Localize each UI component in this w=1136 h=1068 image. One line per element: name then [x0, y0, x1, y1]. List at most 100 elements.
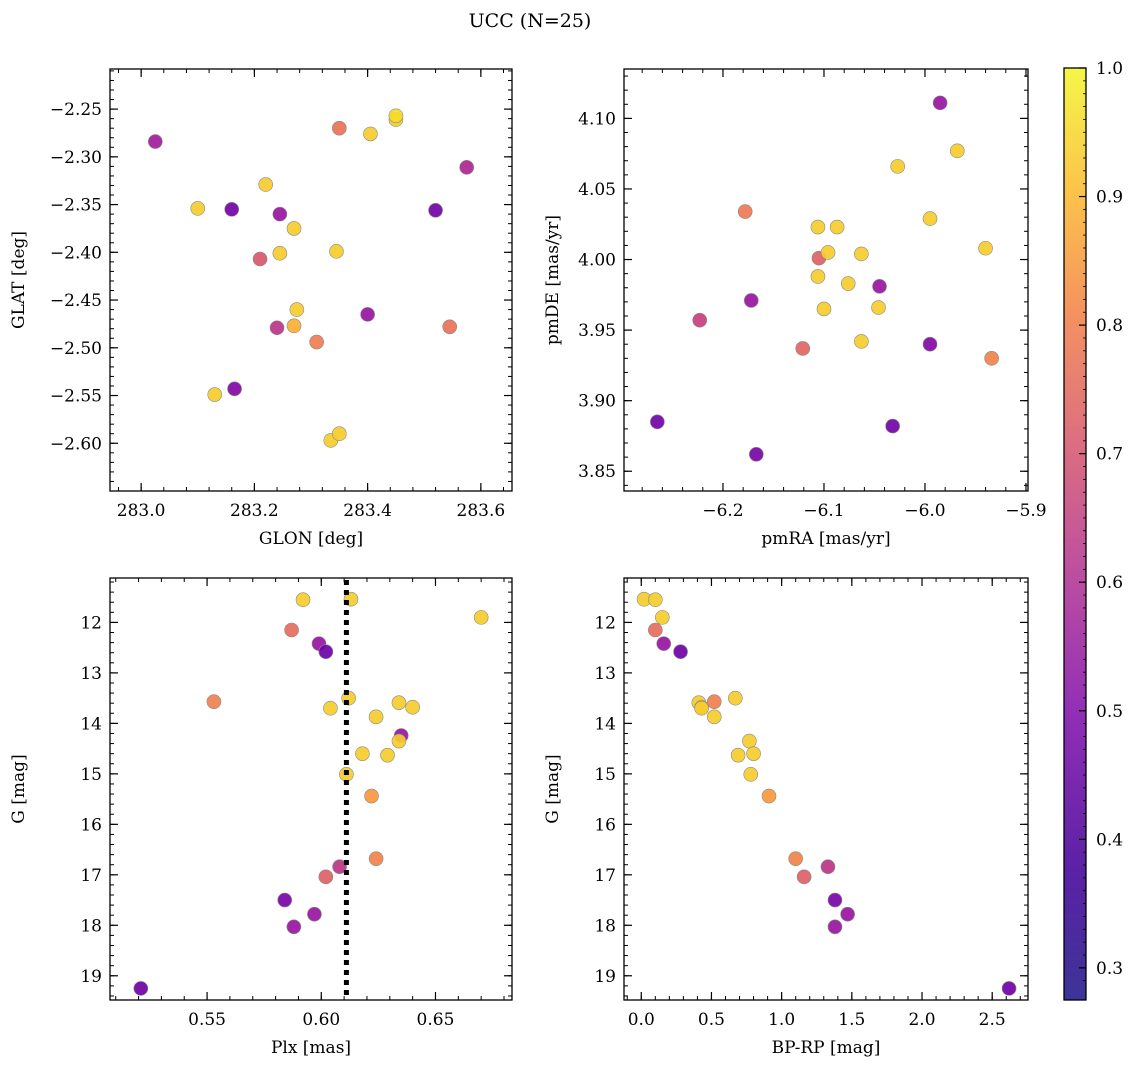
data-point — [788, 851, 803, 866]
y-axis-label: pmDE [mas/yr] — [543, 215, 563, 345]
data-point — [692, 312, 708, 328]
y-axis-label: GLAT [deg] — [9, 231, 29, 329]
x-tick-label: 0.0 — [628, 1010, 655, 1030]
data-point — [332, 859, 347, 875]
data-point — [309, 334, 324, 350]
data-point — [332, 426, 347, 442]
data-point — [286, 221, 302, 236]
data-point — [318, 869, 334, 885]
data-point — [206, 694, 222, 709]
data-point — [730, 747, 746, 763]
data-point — [295, 592, 311, 608]
y-tick-label: 3.85 — [578, 462, 616, 482]
x-tick-label: −6.0 — [904, 501, 945, 521]
data-point — [761, 788, 777, 804]
x-tick-label: 0.55 — [188, 1010, 226, 1030]
axes-frame — [623, 68, 1029, 492]
data-point — [743, 767, 759, 782]
y-tick-label: 4.00 — [578, 251, 616, 271]
data-point — [269, 320, 285, 336]
scatter-points — [636, 591, 1017, 996]
data-point — [932, 95, 948, 111]
data-point — [323, 700, 338, 716]
data-point — [742, 733, 757, 749]
data-point — [922, 211, 938, 226]
y-tick-label: 13 — [594, 664, 616, 684]
data-point — [816, 301, 832, 317]
colorbar-tick-label: 0.8 — [1096, 316, 1123, 336]
data-point — [728, 690, 743, 706]
colorbar-gradient — [1064, 68, 1086, 1000]
data-point — [147, 134, 163, 149]
data-point — [428, 203, 443, 218]
data-point — [272, 206, 288, 222]
data-point — [840, 276, 856, 291]
data-point — [746, 746, 761, 761]
data-point — [854, 246, 869, 262]
colorbar-tick-label: 0.9 — [1096, 188, 1123, 208]
data-point — [391, 733, 407, 749]
data-point — [368, 851, 384, 866]
scatter-points — [650, 95, 999, 462]
x-tick-label: 283.4 — [343, 501, 392, 521]
x-tick-label: 1.5 — [838, 1010, 865, 1030]
data-point — [190, 201, 206, 216]
data-point — [655, 610, 670, 625]
y-axis-label: G [mag] — [543, 754, 563, 823]
data-point — [827, 892, 843, 908]
data-point — [405, 699, 420, 715]
ticks — [624, 69, 1028, 491]
figure-title: UCC (N=25) — [469, 10, 592, 32]
colorbar-tick-label: 1.0 — [1096, 59, 1123, 79]
data-point — [364, 788, 379, 804]
y-tick-label: 18 — [594, 916, 616, 936]
data-point — [743, 293, 759, 308]
data-point — [984, 351, 999, 366]
ticks — [110, 578, 512, 1000]
data-point — [258, 177, 274, 192]
colorbar-tick-label: 0.7 — [1096, 445, 1123, 465]
data-point — [890, 159, 906, 174]
data-point — [796, 869, 812, 885]
x-tick-label: 0.60 — [302, 1010, 340, 1030]
x-tick-label: −6.1 — [803, 501, 844, 521]
x-tick-label: 0.65 — [417, 1010, 455, 1030]
panels: 283.0 283.2 283.4 283.6 −2.60 −2.55 −2.50 −2.45… — [9, 68, 1047, 1058]
data-point — [459, 160, 475, 175]
data-point — [227, 381, 242, 397]
data-point — [207, 387, 223, 402]
colorbar: 0.3 0.4 0.5 0.6 0.7 0.8 0.9 1.0 — [1063, 59, 1123, 1001]
x-tick-label: 283.0 — [117, 501, 166, 521]
y-tick-label: 16 — [80, 815, 102, 835]
x-tick-label: 2.5 — [979, 1010, 1006, 1030]
data-point — [694, 700, 709, 716]
data-point — [820, 245, 836, 260]
x-tick-label: 0.5 — [698, 1010, 725, 1030]
data-point — [885, 418, 900, 434]
data-point — [442, 319, 458, 335]
y-tick-label: 3.90 — [578, 392, 616, 412]
colorbar-frame — [1063, 67, 1087, 1001]
data-point — [391, 695, 407, 710]
data-point — [284, 622, 299, 638]
x-axis-label: BP-RP [mag] — [772, 1038, 881, 1058]
y-tick-label: 17 — [80, 866, 102, 886]
data-point — [706, 694, 722, 709]
data-point — [871, 300, 886, 315]
data-point — [706, 709, 722, 725]
y-tick-label: 14 — [80, 714, 102, 734]
y-tick-label: 15 — [594, 765, 616, 785]
x-tick-label: −6.2 — [702, 501, 743, 521]
data-point — [648, 622, 663, 638]
data-point — [133, 981, 149, 996]
y-tick-label: 15 — [80, 765, 102, 785]
y-tick-label: 4.10 — [578, 109, 616, 129]
axes-frame — [623, 577, 1029, 1001]
data-point — [673, 644, 688, 659]
ticks — [110, 69, 512, 492]
y-tick-label: 19 — [80, 967, 102, 987]
data-point — [355, 746, 370, 761]
data-point — [810, 219, 826, 235]
data-point — [224, 202, 240, 217]
